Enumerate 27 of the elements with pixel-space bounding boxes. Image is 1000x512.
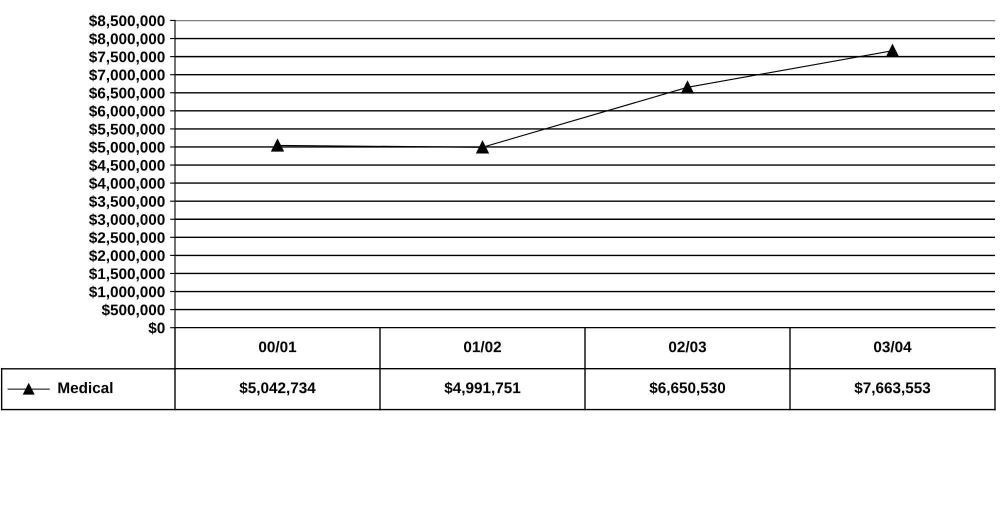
data-label: $5,042,734: [239, 382, 316, 396]
y-tick-label: $5,000,000: [89, 141, 165, 155]
y-tick-label: $4,000,000: [89, 177, 165, 192]
y-tick-label: $6,500,000: [89, 86, 165, 101]
x-tick-label: 02/03: [668, 341, 706, 352]
data-label: $7,663,553: [854, 382, 930, 396]
y-tick-label: $0: [148, 322, 165, 334]
y-tick-label: $1,500,000: [89, 268, 165, 282]
y-tick-label: $7,500,000: [89, 50, 165, 65]
y-tick-label: $7,000,000: [89, 68, 165, 83]
data-label: $6,650,530: [649, 382, 726, 396]
legend-label: Medical: [58, 382, 112, 394]
x-tick-label: 03/04: [874, 341, 912, 352]
y-tick-label: $3,500,000: [89, 195, 165, 210]
y-tick-label: $8,500,000: [89, 14, 165, 28]
y-tick-label: $2,500,000: [89, 232, 165, 246]
data-label: $4,991,751: [444, 382, 520, 396]
y-tick-label: $8,000,000: [89, 32, 165, 46]
x-tick-label: 01/02: [464, 341, 502, 352]
x-tick-label: 00/01: [258, 341, 296, 352]
y-tick-label: $3,000,000: [89, 213, 165, 228]
y-tick-label: $2,000,000: [89, 250, 165, 264]
y-tick-label: $1,000,000: [89, 286, 165, 300]
y-tick-label: $500,000: [102, 304, 165, 318]
y-tick-label: $6,000,000: [89, 105, 165, 119]
y-tick-label: $4,500,000: [89, 159, 165, 173]
y-tick-label: $5,500,000: [89, 123, 165, 137]
